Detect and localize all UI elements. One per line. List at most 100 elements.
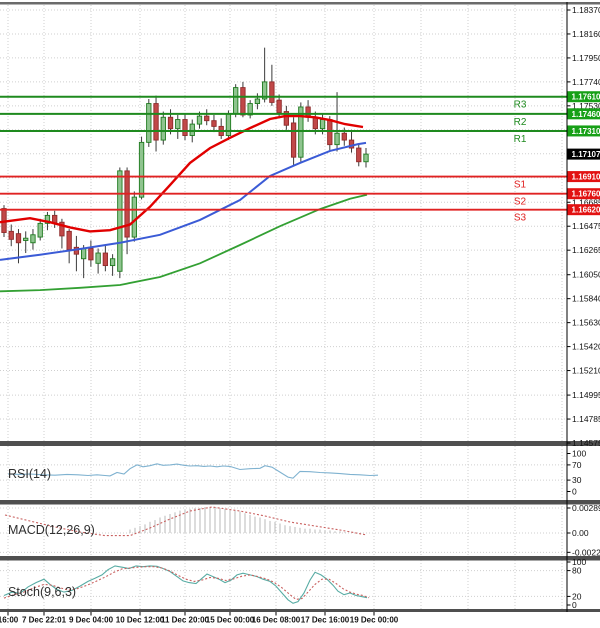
price-badge-rect	[567, 91, 600, 103]
stoch-label: Stoch(9,6,3)	[8, 585, 76, 599]
price-badge-support: 1.16620	[567, 204, 600, 216]
price-badge-current: 1.17107	[567, 148, 600, 160]
candle	[109, 254, 116, 276]
macd-axis-tick-label: -0.002241	[572, 547, 600, 557]
candle-body-bull	[95, 252, 101, 264]
candle-body-bear	[167, 116, 174, 130]
price-badge-resistance: 1.17610	[567, 91, 600, 103]
candle	[117, 167, 123, 279]
candle-body-bull	[80, 248, 87, 260]
stoch-axis-tick-label: 80	[572, 566, 582, 576]
candle-body-bull	[363, 153, 369, 163]
candle-body-bear	[8, 230, 14, 240]
candle	[66, 229, 72, 264]
price-badge-value: 1.16910	[572, 173, 600, 182]
indicator-panels	[3, 463, 379, 604]
candle-body-bull	[109, 258, 116, 267]
candle-body-bull	[160, 116, 166, 141]
candle	[298, 102, 304, 162]
support-label-S1: S1	[514, 180, 527, 191]
candle-body-bull	[146, 103, 152, 143]
price-badge-value: 1.16760	[572, 190, 600, 199]
y-axis-tick-label: 1.18370	[572, 5, 600, 15]
candle	[290, 117, 297, 166]
price-badge-resistance: 1.17310	[567, 125, 600, 137]
candle	[305, 100, 311, 122]
candle	[211, 114, 217, 133]
candle-body-bear	[204, 115, 210, 122]
candle-body-bear	[66, 230, 72, 251]
stoch-d-line	[3, 566, 370, 600]
candle	[233, 84, 239, 118]
candle-body-bull	[319, 119, 326, 130]
price-badge-rect	[567, 171, 600, 183]
candle	[80, 245, 87, 279]
candle	[52, 210, 58, 228]
x-axis-label: 9 Dec 04:00	[69, 616, 114, 625]
macd-axis-tick-label: 0.002899	[572, 503, 600, 513]
price-badge-rect	[567, 204, 600, 216]
resistance-label-R1: R1	[514, 134, 527, 145]
candle-body-bear	[240, 87, 246, 116]
candle-body-bear	[88, 248, 94, 261]
ma-mid-blue	[0, 141, 367, 261]
price-badge-rect	[567, 108, 600, 120]
candle	[254, 93, 261, 110]
price-badge-resistance: 1.17460	[567, 108, 600, 120]
candle	[160, 111, 166, 145]
candle-body-bear	[269, 81, 275, 103]
price-badge-value: 1.17610	[572, 93, 600, 102]
candle-body-bear	[283, 111, 290, 126]
resistance-label-R2: R2	[514, 117, 527, 128]
x-axis-label: 16:00	[0, 616, 19, 625]
candle-body-bear	[102, 252, 109, 267]
candle-body-bull	[261, 81, 268, 100]
candle-body-bear	[182, 119, 188, 136]
candle-body-bull	[131, 196, 137, 238]
candle	[182, 113, 188, 141]
candle-body-bear	[59, 221, 65, 237]
rsi-line	[7, 463, 379, 479]
rsi-axis-tick-label: 100	[572, 449, 586, 459]
candle	[73, 235, 80, 272]
stoch-axis-tick-label: 100	[572, 557, 586, 567]
candle-body-bull	[138, 141, 145, 198]
price-badge-rect	[567, 188, 600, 200]
candle-body-bull	[225, 113, 232, 136]
x-axis-label: 19 Dec 00:00	[350, 616, 399, 625]
candle-body-bear	[124, 170, 130, 238]
ma-fast-red	[0, 114, 364, 233]
y-axis-tick-label: 1.15210	[572, 366, 600, 376]
candle-body-bull	[334, 132, 340, 146]
candle	[225, 110, 232, 141]
candle	[247, 100, 253, 119]
candle	[59, 218, 65, 249]
panel-separator	[0, 500, 600, 505]
x-axis-label: 7 Dec 22:01	[22, 616, 67, 625]
y-axis-tick-label: 1.17950	[572, 53, 600, 63]
candle-body-bear	[290, 122, 297, 158]
candle-body-bull	[44, 214, 51, 224]
candle-body-bull	[23, 237, 29, 241]
candle	[88, 240, 94, 267]
macd-label: MACD(12,26,9)	[8, 523, 95, 537]
y-axis-tick-label: 1.18160	[572, 29, 600, 39]
ma-slow-green	[0, 193, 368, 293]
candle-body-bear	[312, 116, 318, 130]
price-badge-value: 1.16620	[572, 206, 600, 215]
panel-separator	[0, 556, 600, 561]
y-axis-tick-label: 1.14575	[572, 438, 600, 448]
price-badge-rect	[567, 148, 600, 160]
candle	[146, 98, 152, 147]
x-axis-label: 16 Dec 08:00	[252, 616, 301, 625]
support-resistance-levels: R3 R2 R1 S1 S2 S3	[0, 95, 567, 224]
candle	[218, 118, 224, 139]
candlestick-series	[1, 47, 369, 279]
candle	[23, 231, 29, 254]
candle	[153, 95, 159, 152]
x-axis-label: 10 Dec 12:00	[116, 616, 165, 625]
y-axis-tick-label: 1.16265	[572, 245, 600, 255]
y-axis-tick-label: 1.17740	[572, 77, 600, 87]
candle	[8, 224, 14, 247]
